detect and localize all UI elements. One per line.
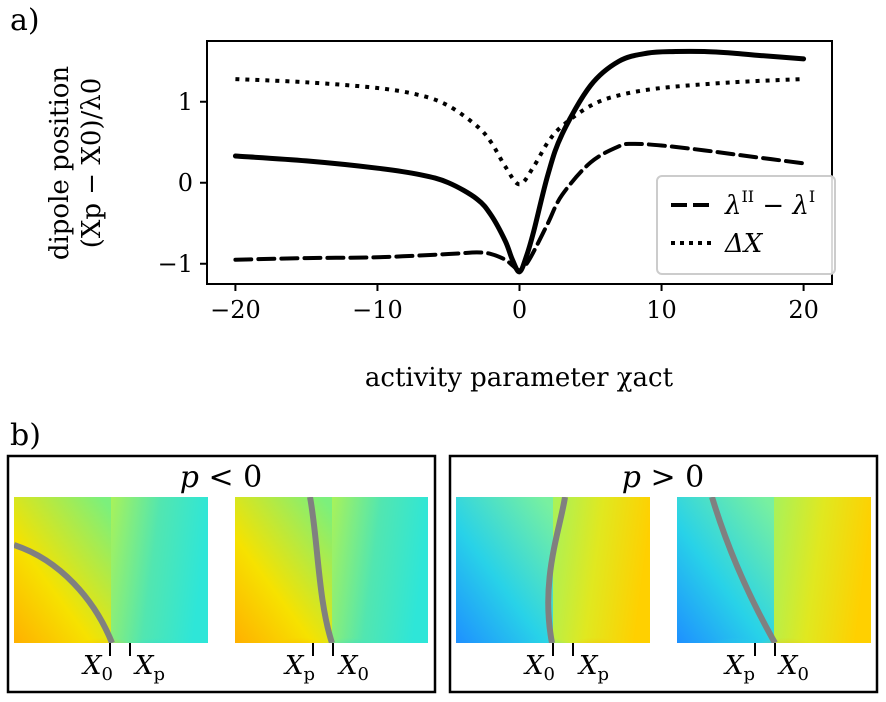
panel-b-label: b) xyxy=(10,418,41,453)
x-tick-label: −10 xyxy=(352,296,403,324)
x-tick-label: 10 xyxy=(646,296,677,324)
group-frame-right xyxy=(448,454,879,694)
legend-label-lambda: λII − λI xyxy=(724,187,815,221)
series-dashed-line xyxy=(233,141,806,273)
x-tick-label: 0 xyxy=(512,296,527,324)
legend: λII − λI ΔX xyxy=(656,175,836,275)
group-p-positive: p > 0 X0 Xp Xp X0 xyxy=(448,454,879,694)
y-tick-label: 1 xyxy=(178,88,193,116)
series-dotted-line xyxy=(235,77,804,187)
field-map-4 xyxy=(677,497,871,643)
x-axis-label: activity parameter χact xyxy=(365,363,674,393)
marker-label-4a: Xp xyxy=(723,651,755,685)
interface-line-2 xyxy=(307,497,335,643)
y-axis-label-line1: dipole position xyxy=(45,66,75,261)
field-map-2 xyxy=(235,497,428,643)
y-axis-ticks: −1 0 1 xyxy=(158,88,207,278)
group-p-negative: p < 0 X0 Xp Xp X0 xyxy=(6,454,437,694)
interface-line-1 xyxy=(14,542,115,643)
series-solid-line xyxy=(232,48,807,275)
legend-box xyxy=(656,175,836,275)
marker-label-1b: Xp xyxy=(133,651,165,685)
marker-label-1a: X0 xyxy=(81,651,113,685)
marker-label-2a: Xp xyxy=(283,651,315,685)
x-axis-ticks: −20 −10 0 10 20 xyxy=(210,284,819,324)
interface-line-4 xyxy=(709,497,778,643)
panel-a-label: a) xyxy=(10,3,40,38)
interface-line-3 xyxy=(545,497,568,643)
y-tick-label: −1 xyxy=(158,250,193,278)
group-title-right: p > 0 xyxy=(622,460,705,495)
marker-label-3b: Xp xyxy=(577,651,609,685)
field-map-1 xyxy=(14,497,208,643)
x-tick-label: −20 xyxy=(210,296,261,324)
legend-label-delta-x: ΔX xyxy=(724,229,764,259)
group-frame-left xyxy=(6,454,437,694)
field-map-3 xyxy=(456,497,650,643)
marker-label-3a: X0 xyxy=(523,651,555,685)
y-axis-label-line2: (Xp − X0)/λ0 xyxy=(77,78,107,249)
group-title-left: p < 0 xyxy=(180,460,263,495)
series-layer xyxy=(232,48,807,275)
marker-label-4b: X0 xyxy=(777,651,809,685)
marker-label-2b: X0 xyxy=(337,651,369,685)
plot-area: −20 −10 0 10 20 −101 λII − λI ΔX xyxy=(158,40,836,324)
y-tick-label: 0 xyxy=(178,169,193,197)
x-tick-label: 20 xyxy=(788,296,819,324)
